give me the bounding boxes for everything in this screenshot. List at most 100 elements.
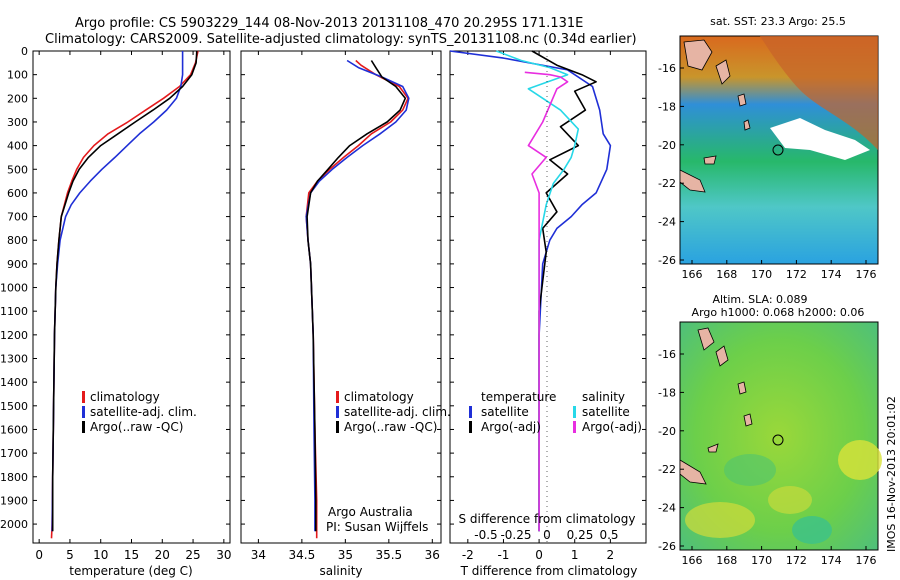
y-tick-label: 0 xyxy=(21,45,28,58)
legend-label-climatology: climatology xyxy=(90,390,160,404)
difference-legend: temperature salinity satellite Argo(-adj… xyxy=(469,390,642,434)
s-tick-label: 0.25 xyxy=(567,528,594,542)
y-tick-label: 1500 xyxy=(0,400,28,413)
x-tick-label: 0 xyxy=(35,548,43,562)
sla-map: Altim. SLA: 0.089 Argo h1000: 0.068 h200… xyxy=(658,293,882,567)
title-line-2: Climatology: CARS2009. Satellite-adjuste… xyxy=(45,32,637,47)
salinity-series xyxy=(305,59,410,539)
x-tick-label: 34 xyxy=(251,548,266,562)
temperature-x-axis: 0 5 10 15 20 25 30 xyxy=(35,51,231,562)
s-difference-ticks: -0.5 -0.25 0 0.25 0.5 xyxy=(474,528,618,542)
series-salinity-argo-adj xyxy=(524,71,569,532)
island-shape xyxy=(737,93,747,107)
s-tick-label: -0.5 xyxy=(474,528,497,542)
title-line-1: Argo profile: CS 5903229_144 08-Nov-2013… xyxy=(75,16,583,31)
s-difference-label: S difference from climatology xyxy=(459,512,636,526)
y-tick-label: 1200 xyxy=(0,329,28,342)
legend-mark-temp-satellite xyxy=(469,406,472,418)
map-y-tick-label: -18 xyxy=(658,100,676,113)
map-y-tick-label: -18 xyxy=(658,386,676,399)
x-tick-label: -1 xyxy=(497,548,509,562)
series-salinity-satellite xyxy=(496,50,580,532)
map-x-tick-label: 176 xyxy=(856,554,877,567)
sla-low-blob xyxy=(724,454,776,486)
sst-coastlines xyxy=(679,39,751,193)
map-y-tick-label: -24 xyxy=(658,216,676,229)
s-tick-label: 0 xyxy=(543,528,551,542)
map-y-tick-label: -20 xyxy=(658,425,676,438)
legend-mark-satellite xyxy=(336,406,339,418)
legend-label-satellite: satellite-adj. clim. xyxy=(344,405,451,419)
x-tick-label: 1 xyxy=(571,548,579,562)
map-x-tick-label: 166 xyxy=(682,268,703,281)
difference-series xyxy=(449,50,612,532)
salinity-depth-ticks xyxy=(241,50,441,525)
map-x-tick-label: 170 xyxy=(751,268,772,281)
salinity-xlabel: salinity xyxy=(319,564,362,578)
legend-title-temperature: temperature xyxy=(481,390,556,404)
y-tick-label: 900 xyxy=(7,258,28,271)
sst-white-patch xyxy=(770,118,870,160)
x-tick-label: 35.5 xyxy=(375,548,402,562)
depth-axis: 0 100 200 300 400 500 600 700 800 900 1000 1100 1200… xyxy=(0,45,230,531)
y-tick-label: 500 xyxy=(7,163,28,176)
legend-mark-sal-argo xyxy=(573,421,576,433)
difference-axes xyxy=(449,50,647,544)
x-tick-label: -2 xyxy=(462,548,474,562)
legend-label-argo: Argo(..raw -QC) xyxy=(90,420,183,434)
legend-label-temp-satellite: satellite xyxy=(481,405,529,419)
y-tick-label: 1100 xyxy=(0,305,28,318)
map-x-tick-label: 166 xyxy=(682,554,703,567)
y-tick-label: 2000 xyxy=(0,518,28,531)
credit-line-1: Argo Australia xyxy=(328,505,413,519)
x-tick-label: 30 xyxy=(216,548,231,562)
y-tick-label: 1800 xyxy=(0,471,28,484)
x-tick-label: 2 xyxy=(607,548,615,562)
island-shape xyxy=(679,459,707,485)
map-x-tick-label: 168 xyxy=(716,554,737,567)
y-tick-label: 1400 xyxy=(0,376,28,389)
credit-line-2: PI: Susan Wijffels xyxy=(326,520,428,534)
x-tick-label: 25 xyxy=(185,548,200,562)
x-tick-label: 20 xyxy=(155,548,170,562)
legend-mark-argo xyxy=(82,421,85,433)
map-y-tick-label: -26 xyxy=(658,254,676,267)
series-argo-raw-qc xyxy=(306,60,407,532)
x-tick-label: 15 xyxy=(124,548,139,562)
map-x-tick-label: 172 xyxy=(786,554,807,567)
difference-xlabel: T difference from climatology xyxy=(460,564,638,578)
legend-mark-argo xyxy=(336,421,339,433)
sst-warm-region xyxy=(760,36,878,150)
legend-mark-climatology xyxy=(336,391,339,403)
difference-depth-ticks xyxy=(450,50,646,525)
island-shape xyxy=(703,155,717,165)
y-tick-label: 300 xyxy=(7,116,28,129)
sla-map-title-line-1: Altim. SLA: 0.089 xyxy=(712,293,807,306)
x-tick-label: 35 xyxy=(338,548,353,562)
y-tick-label: 1900 xyxy=(0,494,28,507)
salinity-axes xyxy=(240,50,442,544)
argo-location-marker xyxy=(772,434,784,446)
y-tick-label: 1700 xyxy=(0,447,28,460)
s-tick-label: -0.25 xyxy=(500,528,531,542)
x-tick-label: 10 xyxy=(93,548,108,562)
y-tick-label: 200 xyxy=(7,92,28,105)
island-shape xyxy=(683,39,713,71)
map-y-tick-label: -20 xyxy=(658,139,676,152)
map-y-tick-label: -22 xyxy=(658,177,676,190)
difference-panel: -2 -1 0 1 2 temperature salinity satellite A… xyxy=(449,50,647,578)
x-tick-label: 34.5 xyxy=(289,548,316,562)
salinity-x-axis: 34 34.5 35 35.5 36 xyxy=(251,51,440,562)
y-tick-label: 400 xyxy=(7,140,28,153)
island-shape xyxy=(715,345,729,367)
x-tick-label: 36 xyxy=(425,548,440,562)
map-x-tick-label: 168 xyxy=(716,268,737,281)
y-tick-label: 600 xyxy=(7,187,28,200)
argo-location-marker xyxy=(772,144,784,156)
legend-mark-climatology xyxy=(82,391,85,403)
island-shape xyxy=(679,169,706,193)
map-x-tick-label: 174 xyxy=(821,268,842,281)
island-shape xyxy=(737,381,747,395)
legend-mark-sal-satellite xyxy=(573,406,576,418)
